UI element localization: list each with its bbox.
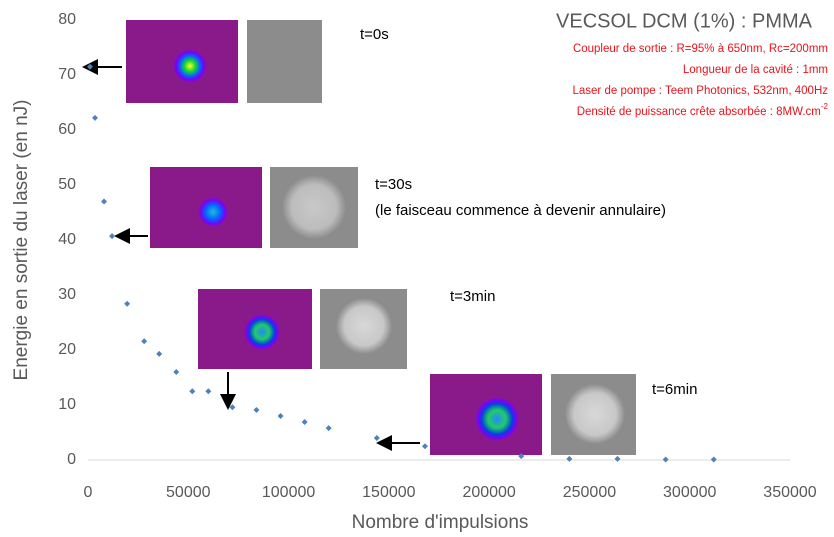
point [518,453,525,460]
y-tick-label: 80 [58,11,76,28]
x-tick-label: 300000 [663,484,716,501]
annotation: (le faisceau commence à devenir annulair… [375,202,666,219]
x-tick-label: 150000 [362,484,415,501]
point [156,350,163,357]
subtitle: Laser de pompe : Teem Photonics, 532nm, … [573,85,829,97]
x-tick-label: 0 [84,484,93,501]
y-axis-label: Energie en sortie du laser (en nJ) [11,100,32,381]
point [325,425,332,432]
y-tick-label: 10 [58,396,76,413]
point [109,233,116,240]
point [124,300,131,307]
arrows [82,59,420,451]
y-tick-label: 30 [58,286,76,303]
y-tick-label: 70 [58,66,76,83]
x-tick-label: 100000 [262,484,315,501]
point [205,388,212,395]
annotation: t=30s [375,176,412,193]
density-text: Densité de puissance crête absorbée : 8M… [577,106,821,118]
density-sup: -2 [821,102,829,111]
point [253,406,260,413]
point [421,443,428,450]
x-tick-label: 250000 [563,484,616,501]
beam-images [126,20,636,455]
point [710,456,717,463]
y-tick-label: 20 [58,341,76,358]
x-tick-label: 200000 [462,484,515,501]
point [301,419,308,426]
point [373,435,380,441]
annotation: t=6min [652,381,697,398]
y-tick-label: 50 [58,176,76,193]
annotation: t=3min [450,288,495,305]
point [173,369,180,375]
point [189,388,196,395]
point [141,338,148,345]
x-axis-label: Nombre d'impulsions [352,512,529,533]
x-tick-label: 350000 [763,484,816,501]
y-tick-label: 0 [67,451,76,468]
annotation: t=0s [360,26,389,43]
point [614,455,621,462]
subtitle: Densité de puissance crête absorbée : 8M… [577,102,829,118]
point [566,455,573,462]
subtitle: Coupleur de sortie : R=95% à 650nm, Rc=2… [573,43,828,55]
chart-title: VECSOL DCM (1%) : PMMA [556,10,813,32]
y-tick-label: 40 [58,231,76,248]
y-tick-label: 60 [58,121,76,138]
point [101,198,108,205]
point [662,456,669,463]
subtitle: Longueur de la cavité : 1mm [683,64,828,76]
point [87,63,94,70]
x-tick-label: 50000 [166,484,211,501]
point [229,404,236,411]
point [277,413,284,419]
point [92,114,99,121]
